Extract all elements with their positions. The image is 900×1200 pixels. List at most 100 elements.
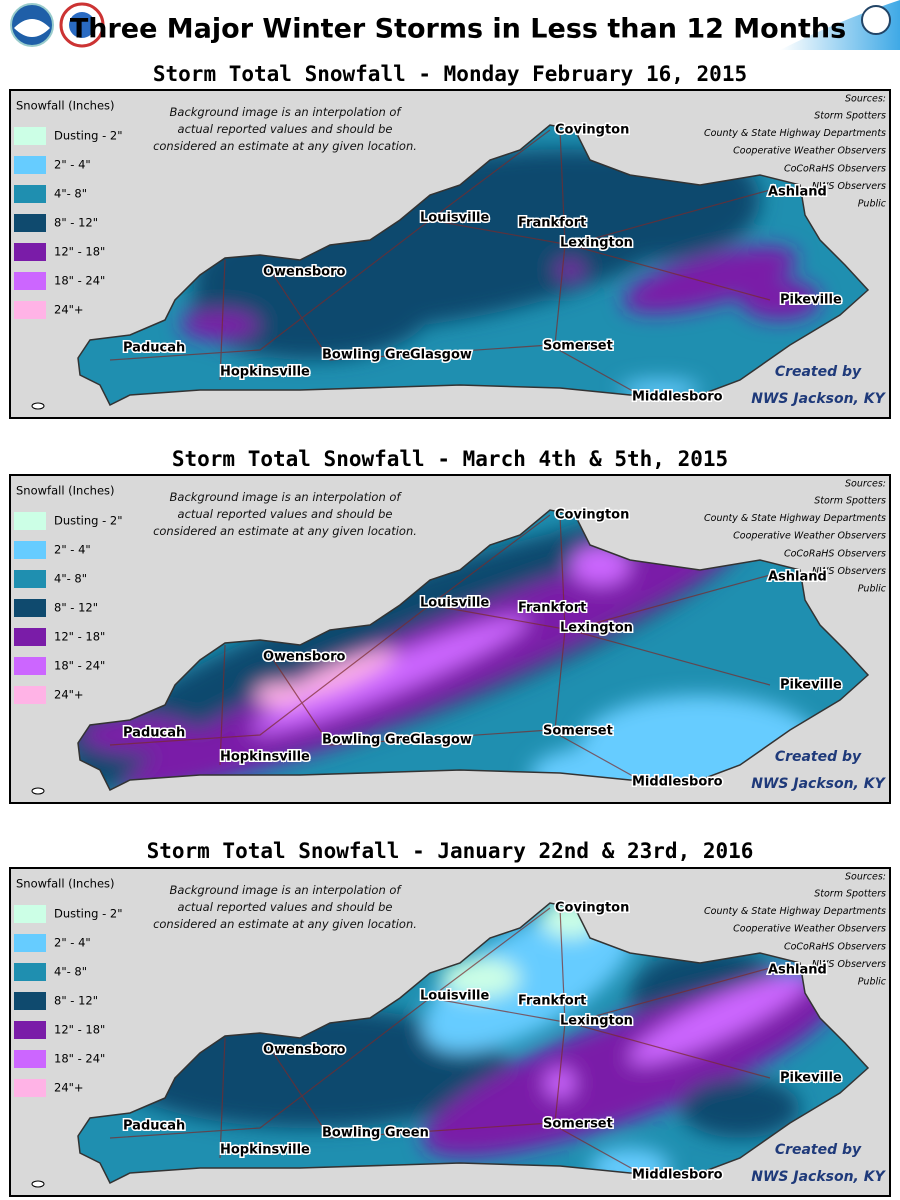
legend-swatch: [14, 512, 46, 530]
island: [31, 1180, 45, 1188]
source-item: CoCoRaHS Observers: [784, 163, 886, 174]
credit: NWS Jackson, KY: [751, 391, 886, 407]
legend-swatch: [14, 127, 46, 145]
city-label: Owensboro: [263, 265, 346, 280]
city-label: Louisville: [420, 989, 490, 1004]
city-label: Paducah: [123, 1119, 185, 1134]
map-title: Storm Total Snowfall - January 22nd & 23…: [147, 839, 754, 863]
note: Background image is an interpolation of …: [153, 883, 417, 931]
sources-title: Sources:: [845, 479, 886, 490]
snowfall-area: [740, 280, 820, 320]
city-label: Lexington: [560, 621, 633, 636]
snowfall-area: [622, 246, 798, 314]
legend-swatch: [14, 686, 46, 704]
city-label: Middlesboro: [632, 775, 723, 790]
doc-logo: [861, 5, 891, 35]
legend-title: Snowfall (Inches): [16, 877, 115, 891]
source-item: Cooperative Weather Observers: [733, 531, 886, 542]
note: Background image is an interpolation of …: [153, 490, 417, 538]
legend-label: 12" - 18": [54, 630, 105, 644]
source-item: NWS Observers: [812, 959, 886, 970]
credit: Created by: [775, 1142, 862, 1158]
legend-swatch: [14, 599, 46, 617]
city-label: Ashland: [768, 185, 827, 200]
city-label: Ashland: [768, 570, 827, 585]
map-title: Storm Total Snowfall - Monday February 1…: [153, 62, 747, 86]
city-label: Lexington: [560, 236, 633, 251]
legend-swatch: [14, 301, 46, 319]
city-label: Frankfort: [518, 994, 586, 1009]
state-border: [77, 509, 870, 792]
legend-label: 18" - 24": [54, 659, 105, 673]
legend-swatch: [14, 1021, 46, 1039]
legend-label: 24"+: [54, 1081, 84, 1095]
noaa-logo-bird: [14, 19, 50, 37]
legend-label: 24"+: [54, 303, 84, 317]
source-item: County & State Highway Departments: [704, 906, 886, 917]
legend-title: Snowfall (Inches): [16, 484, 115, 498]
credit: Created by: [775, 364, 862, 380]
nws-logo-center: [69, 12, 95, 38]
source-item: Cooperative Weather Observers: [733, 924, 886, 935]
snowfall-area: [555, 260, 585, 280]
roads: [109, 129, 771, 396]
city-label: Pikeville: [780, 293, 842, 308]
legend-label: 4"- 8": [54, 187, 87, 201]
legend-swatch: [14, 963, 46, 981]
source-item: CoCoRaHS Observers: [784, 548, 886, 559]
snowfall-area: [628, 972, 812, 1064]
source-item: County & State Highway Departments: [704, 513, 886, 524]
city-label: Middlesboro: [632, 390, 723, 405]
city-label: Bowling Green: [322, 733, 429, 748]
snowfall-area: [423, 904, 637, 1052]
legend-swatch: [14, 570, 46, 588]
legend-swatch: [14, 185, 46, 203]
legend-label: Dusting - 2": [54, 514, 123, 528]
legend-swatch: [14, 1050, 46, 1068]
city-label: Covington: [555, 508, 629, 523]
map-panel: Snowfall (Inches) Dusting - 2" 2" - 4" 4"- …: [9, 89, 891, 419]
city-label: Owensboro: [263, 650, 346, 665]
legend-swatch: [14, 934, 46, 952]
legend-label: 24"+: [54, 688, 84, 702]
city-label: Paducah: [123, 341, 185, 356]
source-item: County & State Highway Departments: [704, 128, 886, 139]
snowfall-area: [680, 1078, 800, 1138]
city-label: Glasgow: [410, 733, 472, 748]
city-label: Lexington: [560, 1014, 633, 1029]
legend-swatch: [14, 272, 46, 290]
city-label: Hopkinsville: [220, 750, 310, 765]
legend-label: 8" - 12": [54, 601, 98, 615]
snowfall-area: [284, 649, 396, 701]
legend-swatch: [14, 243, 46, 261]
legend-label: 18" - 24": [54, 1052, 105, 1066]
legend-label: 18" - 24": [54, 274, 105, 288]
city-label: Louisville: [420, 596, 490, 611]
city-label: Covington: [555, 123, 629, 138]
credit: Created by: [775, 749, 862, 765]
city-label: Frankfort: [518, 216, 586, 231]
city-label: Middlesboro: [632, 1168, 723, 1183]
roads: [109, 907, 771, 1174]
snowfall-field: [78, 125, 868, 405]
source-item: NWS Observers: [812, 181, 886, 192]
legend-label: 8" - 12": [54, 994, 98, 1008]
source-item: Public: [858, 584, 887, 595]
city-label: Glasgow: [410, 348, 472, 363]
city-label: Owensboro: [263, 1043, 346, 1058]
snowfall-blobs: [78, 510, 820, 790]
snowfall-area: [440, 958, 520, 998]
island: [31, 402, 45, 410]
island: [31, 787, 45, 795]
source-item: Public: [858, 199, 887, 210]
legend-swatch: [14, 992, 46, 1010]
city-label: Somerset: [543, 724, 613, 739]
legend-swatch: [14, 156, 46, 174]
state-border: [77, 902, 870, 1185]
legend-label: 4"- 8": [54, 965, 87, 979]
city-label: Pikeville: [780, 678, 842, 693]
note-box: Background image is an interpolation of …: [153, 105, 417, 153]
legend-title: Snowfall (Inches): [16, 99, 115, 113]
